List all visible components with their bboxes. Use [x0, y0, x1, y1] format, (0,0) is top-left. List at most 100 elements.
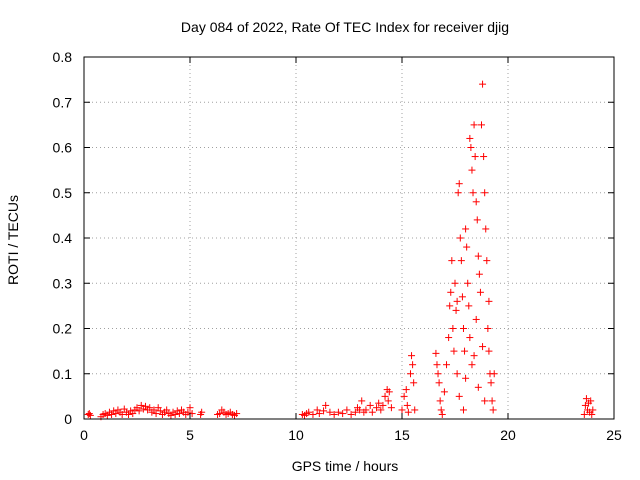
data-point [146, 404, 154, 412]
data-point [487, 379, 495, 387]
axis-ticks: 0 5 10 15 20 25 0 0.1 0.2 0.3 0.4 0.5 0.6 0.7 0.8 [53, 49, 622, 443]
data-point [474, 252, 482, 260]
x-tick-label: 10 [288, 427, 304, 443]
x-tick-label: 20 [500, 427, 516, 443]
data-point [445, 334, 453, 342]
data-point [481, 189, 489, 197]
data-point [470, 121, 478, 129]
data-point [368, 408, 376, 416]
data-point [453, 297, 461, 305]
data-point [125, 410, 133, 418]
y-tick-label: 0.3 [53, 275, 73, 291]
data-point [435, 379, 443, 387]
data-point [459, 325, 467, 332]
data-point [358, 397, 366, 405]
y-tick-label: 0.2 [53, 321, 73, 337]
data-point [476, 288, 484, 296]
data-point [589, 406, 597, 414]
data-point [315, 410, 323, 418]
data-point [384, 397, 392, 405]
data-point [446, 302, 454, 310]
data-point [466, 334, 474, 342]
data-point [163, 406, 171, 414]
data-point [406, 370, 414, 378]
data-point [450, 347, 458, 355]
data-point [362, 406, 370, 414]
x-tick-label: 15 [394, 427, 410, 443]
data-point [184, 408, 192, 416]
data-point [118, 410, 126, 418]
chart-title: Day 084 of 2022, Rate Of TEC Index for r… [181, 19, 509, 35]
data-point [150, 406, 158, 414]
data-point [489, 406, 497, 414]
data-point [462, 374, 470, 382]
data-point [473, 216, 481, 224]
y-axis-label: ROTI / TECUs [5, 195, 21, 285]
data-point [375, 399, 383, 407]
data-point [343, 406, 351, 414]
y-tick-label: 0.5 [53, 185, 73, 201]
data-point [398, 406, 406, 414]
data-point [137, 401, 145, 409]
data-point [580, 410, 588, 418]
data-point [448, 257, 456, 265]
data-point [322, 401, 330, 409]
data-point [479, 343, 487, 351]
data-point [334, 408, 342, 416]
data-point [112, 410, 120, 418]
data-point [588, 410, 596, 418]
data-point [483, 257, 491, 265]
data-point [482, 225, 490, 233]
data-point [135, 407, 143, 415]
data-point [85, 410, 93, 418]
data-point [339, 410, 347, 418]
data-point [458, 293, 466, 301]
x-tick-label: 0 [80, 427, 88, 443]
data-point [400, 392, 408, 400]
data-point [452, 306, 460, 314]
data-point [309, 410, 317, 418]
data-point [443, 361, 451, 369]
data-point [478, 121, 485, 129]
data-point [456, 234, 464, 242]
data-point [587, 397, 595, 405]
data-point [347, 410, 355, 418]
data-point [198, 408, 206, 416]
data-point [475, 270, 483, 278]
data-point [485, 297, 493, 305]
data-point [485, 347, 493, 355]
data-point [175, 410, 183, 418]
data-point [156, 407, 164, 415]
data-point [466, 134, 474, 142]
data-point [437, 406, 445, 414]
data-point [462, 225, 470, 233]
data-point [469, 189, 477, 197]
data-point [381, 392, 389, 400]
data-point [472, 198, 480, 206]
data-point [434, 370, 442, 378]
data-point [433, 361, 441, 369]
data-point [461, 347, 469, 355]
data-point [233, 410, 241, 418]
data-point [490, 370, 498, 378]
data-point [351, 408, 359, 416]
data-point [330, 410, 338, 418]
data-point [171, 410, 179, 418]
data-point [454, 189, 462, 197]
data-point [438, 410, 446, 418]
data-point [108, 410, 116, 418]
data-point [472, 315, 480, 323]
data-point [451, 279, 459, 287]
data-point [86, 411, 94, 419]
data-point [409, 361, 417, 369]
x-tick-label: 25 [606, 427, 622, 443]
data-point [463, 243, 471, 251]
data-point [377, 406, 385, 414]
data-point [455, 392, 463, 400]
data-point [447, 288, 455, 296]
y-tick-label: 0 [64, 411, 72, 427]
data-point [449, 325, 457, 332]
data-point [582, 395, 590, 403]
data-point [313, 406, 321, 414]
